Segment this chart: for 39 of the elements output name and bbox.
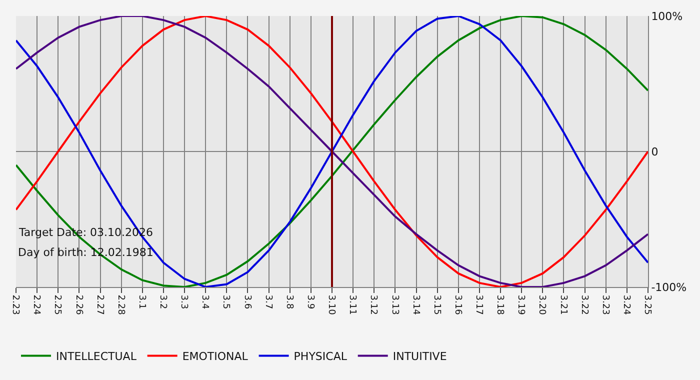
y-tick-label: 0 <box>651 145 658 158</box>
x-tick-label: 3.13 <box>389 294 400 315</box>
x-tick-label: 3.11 <box>347 294 358 315</box>
x-tick-label: 3.3 <box>178 294 189 310</box>
legend-label: EMOTIONAL <box>182 350 249 363</box>
x-tick-label: 2.25 <box>52 294 62 315</box>
legend-label: PHYSICAL <box>294 350 348 363</box>
x-tick-label: 3.16 <box>452 294 462 316</box>
x-tick-label: 3.21 <box>558 294 568 315</box>
x-tick-label: 3.6 <box>242 294 252 310</box>
x-tick-label: 2.24 <box>31 294 42 316</box>
x-tick-label: 3.4 <box>200 294 210 310</box>
x-tick-label: 3.20 <box>536 294 547 316</box>
x-tick-label: 2.26 <box>73 294 84 316</box>
x-tick-label: 3.17 <box>474 294 484 315</box>
y-tick-label: -100% <box>651 280 687 294</box>
x-tick-label: 3.22 <box>578 294 589 315</box>
x-tick-label: 3.2 <box>158 294 168 310</box>
x-tick-label: 3.23 <box>600 294 610 315</box>
x-tick-label: 3.8 <box>284 294 294 310</box>
x-tick-label: 3.9 <box>305 294 316 310</box>
x-tick-label: 3.10 <box>326 294 336 316</box>
x-tick-label: 3.19 <box>516 294 526 316</box>
x-tick-label: 3.24 <box>621 294 632 316</box>
x-tick-label: 3.18 <box>494 294 505 316</box>
x-tick-label: 2.28 <box>115 294 126 316</box>
x-tick-label: 3.5 <box>220 294 231 310</box>
x-tick-label: 2.23 <box>10 294 20 315</box>
legend-label: INTUITIVE <box>392 350 447 363</box>
x-tick-label: 3.7 <box>262 294 273 310</box>
x-tick-label: 2.27 <box>94 294 104 315</box>
x-tick-label: 3.14 <box>410 294 420 316</box>
x-tick-label: 3.15 <box>431 294 442 315</box>
line-series <box>16 16 648 287</box>
x-tick-label: 3.12 <box>368 294 378 315</box>
x-tick-label: 3.1 <box>136 294 146 310</box>
x-tick-label: 3.25 <box>642 294 652 315</box>
legend-label: INTELLECTUAL <box>56 350 138 363</box>
y-tick-label: 100% <box>651 10 683 23</box>
